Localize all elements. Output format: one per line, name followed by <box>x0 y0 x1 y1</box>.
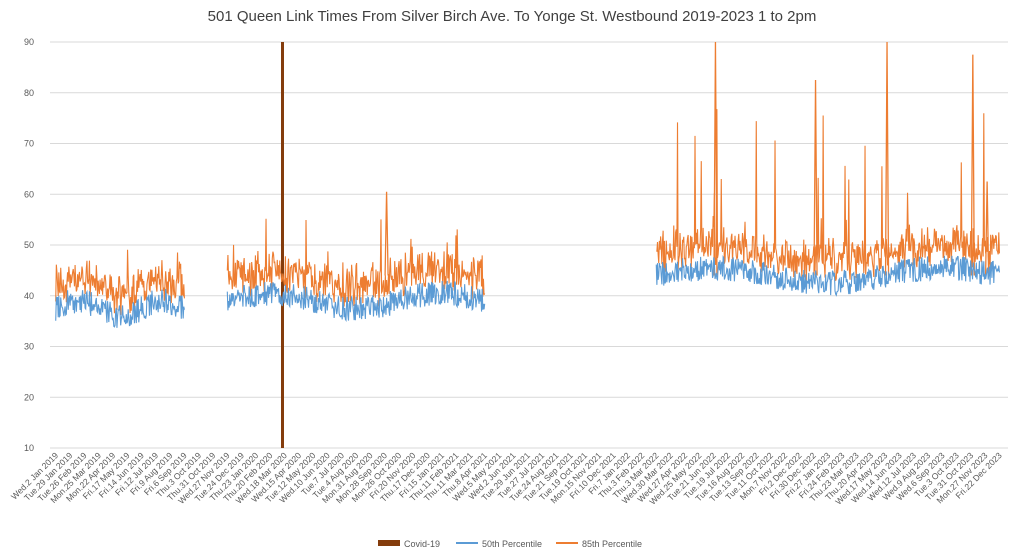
series-85th-percentile-peak <box>970 54 975 276</box>
legend-covid-19-swatch <box>378 540 400 546</box>
series-50th-percentile-line <box>55 288 185 328</box>
series-85th-percentile-line <box>656 109 1000 284</box>
y-tick-label: 20 <box>24 392 34 402</box>
series-85th-percentile-line <box>55 249 185 315</box>
y-tick-label: 60 <box>24 189 34 199</box>
series-85th-percentile-peak <box>984 181 990 276</box>
series-50th-percentile-line <box>655 255 1000 297</box>
y-tick-label: 90 <box>24 37 34 47</box>
y-tick-label: 80 <box>24 88 34 98</box>
series-85th-percentile-peak <box>713 41 718 276</box>
y-tick-label: 40 <box>24 291 34 301</box>
y-tick-label: 70 <box>24 139 34 149</box>
legend-label: Covid-19 <box>404 539 440 549</box>
chart-title: 501 Queen Link Times From Silver Birch A… <box>207 8 817 25</box>
series-85th-percentile-peak <box>813 80 818 276</box>
legend-label: 50th Percentile <box>482 539 542 549</box>
legend-label: 85th Percentile <box>582 539 642 549</box>
series-85th-percentile-line <box>226 218 486 307</box>
y-tick-label: 50 <box>24 240 34 250</box>
y-tick-label: 30 <box>24 342 34 352</box>
series-85th-percentile-peak <box>884 41 890 276</box>
series-85th-percentile-peak <box>384 191 389 276</box>
y-tick-label: 10 <box>24 443 34 453</box>
series-50th-percentile-line <box>226 280 486 322</box>
